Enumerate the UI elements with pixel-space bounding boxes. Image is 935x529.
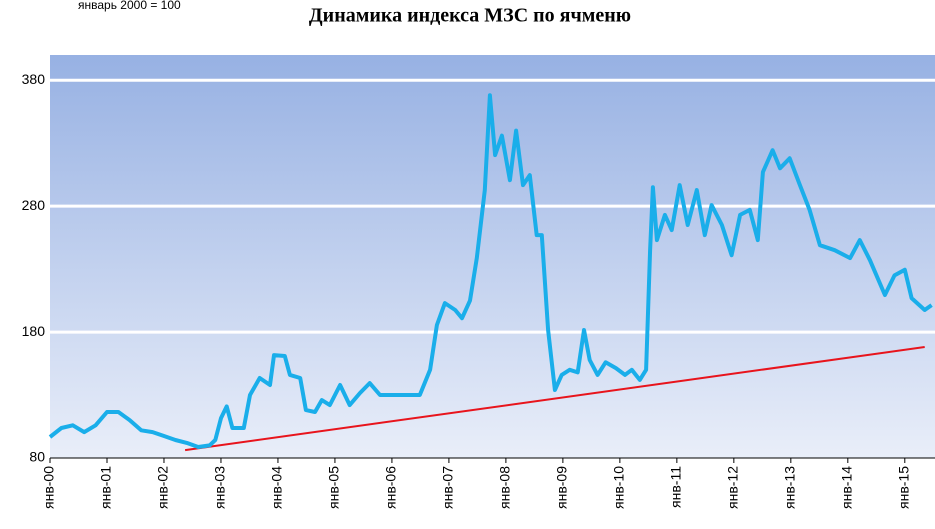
x-tick-label: янв-05 [326,466,342,509]
chart-title: Динамика индекса МЗС по ячменю [309,5,631,27]
x-tick-label: янв-04 [269,466,285,509]
x-tick-label: янв-09 [554,466,570,509]
y-tick-label: 80 [29,449,45,465]
trend-line [184,346,925,452]
y-tick-label: 380 [22,71,46,87]
x-tick-label: янв-07 [440,466,456,509]
x-tick-label: янв-15 [896,466,912,509]
y-tick-label: 180 [22,323,46,339]
series-line [48,93,933,449]
x-tick-label: янв-14 [839,466,855,509]
x-tick-label: янв-11 [668,466,684,508]
x-tick-label: янв-10 [611,466,627,509]
x-tick-label: янв-01 [98,466,114,509]
x-tick-label: янв-13 [782,466,798,509]
x-tick-label: янв-06 [383,466,399,509]
x-tick-label: янв-08 [497,466,513,509]
y-tick-label: 280 [22,197,46,213]
x-tick-label: янв-03 [212,466,228,509]
x-tick-label: янв-02 [155,466,171,509]
x-tick-label: янв-12 [725,466,741,509]
x-tick-label: янв-00 [41,466,57,509]
subtitle: январь 2000 = 100 [78,0,181,12]
